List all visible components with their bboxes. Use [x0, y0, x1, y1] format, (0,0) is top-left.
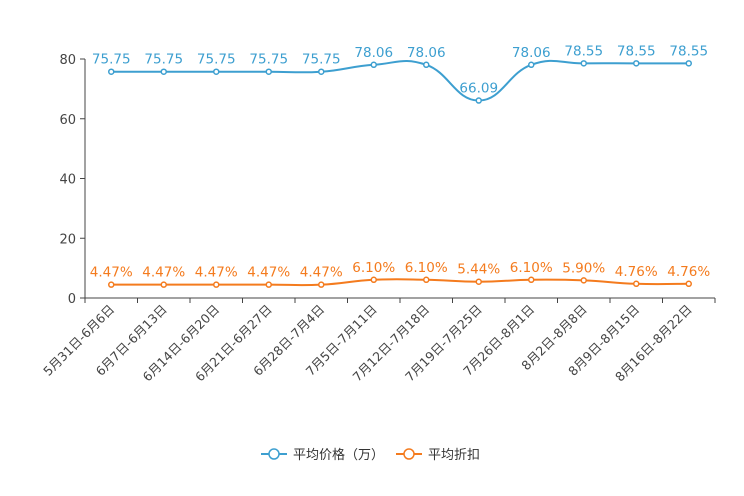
data-point[interactable] [528, 61, 535, 69]
data-label: 4.47% [247, 265, 290, 281]
data-point[interactable] [475, 97, 482, 104]
data-point[interactable] [633, 60, 640, 67]
data-label: 75.75 [302, 52, 341, 68]
legend-marker-discount-icon [403, 448, 415, 460]
legend-item-discount[interactable]: 平均折扣 [396, 448, 480, 463]
data-label: 6.10% [510, 260, 553, 276]
data-point[interactable] [370, 276, 377, 284]
data-point[interactable] [423, 276, 430, 284]
data-label: 66.09 [459, 81, 498, 97]
data-point[interactable] [475, 278, 482, 285]
data-label: 75.75 [144, 52, 183, 68]
data-point[interactable] [633, 280, 640, 288]
y-tick-label: 20 [59, 232, 76, 247]
data-point[interactable] [318, 68, 325, 75]
data-point[interactable] [213, 281, 220, 288]
y-tick-label: 0 [68, 292, 76, 307]
data-point[interactable] [580, 277, 587, 284]
data-label: 78.55 [564, 43, 603, 59]
data-point[interactable] [685, 60, 692, 67]
data-label: 78.06 [354, 45, 393, 61]
data-point[interactable] [528, 276, 535, 284]
data-label: 78.06 [407, 45, 446, 61]
data-label: 78.55 [669, 43, 708, 59]
data-point[interactable] [265, 281, 272, 288]
series-layer: 75.75 75.75 75.75 75.75 75.75 78.06 78.06 66.09… [90, 43, 710, 288]
data-point[interactable] [370, 61, 377, 69]
y-tick-label: 60 [59, 113, 76, 128]
legend-marker-price-icon [268, 448, 280, 460]
data-point[interactable] [265, 68, 272, 75]
data-label: 4.76% [667, 264, 710, 280]
y-tick-label: 80 [59, 53, 76, 68]
data-label: 75.75 [92, 52, 131, 68]
data-point[interactable] [423, 61, 430, 69]
data-point[interactable] [160, 281, 167, 288]
legend-label-price: 平均价格（万） [293, 447, 384, 463]
data-label: 4.47% [90, 265, 133, 281]
data-label: 75.75 [197, 52, 236, 68]
data-label: 6.10% [352, 260, 395, 276]
data-point[interactable] [580, 60, 587, 67]
data-label: 78.55 [617, 43, 656, 59]
data-label: 78.06 [512, 45, 551, 61]
data-point[interactable] [160, 68, 167, 75]
series-0: 75.75 75.75 75.75 75.75 75.75 78.06 78.06 66.09… [92, 43, 708, 104]
data-point[interactable] [685, 280, 692, 288]
data-label: 5.90% [562, 260, 605, 276]
data-point[interactable] [108, 281, 115, 288]
legend-label-discount: 平均折扣 [428, 448, 480, 463]
axes: 0204060805月31日-6月6日6月7日-6月13日6月14日-6月20日… [40, 53, 716, 384]
data-label: 4.47% [142, 265, 185, 281]
data-label: 4.76% [615, 264, 658, 280]
series-line [111, 278, 689, 287]
data-label: 4.47% [195, 265, 238, 281]
data-point[interactable] [318, 281, 325, 288]
data-point[interactable] [108, 68, 115, 75]
y-tick-label: 40 [59, 173, 76, 188]
data-label: 5.44% [457, 262, 500, 278]
data-label: 6.10% [405, 260, 448, 276]
data-label: 75.75 [249, 52, 288, 68]
legend-item-price[interactable]: 平均价格（万） [261, 447, 384, 463]
data-point[interactable] [213, 68, 220, 75]
data-label: 4.47% [300, 265, 343, 281]
series-1: 4.47% 4.47% 4.47% 4.47% 4.47% 6.10% 6.10% 5.44%… [90, 260, 710, 288]
legend[interactable]: 平均价格（万） 平均折扣 [261, 447, 480, 463]
